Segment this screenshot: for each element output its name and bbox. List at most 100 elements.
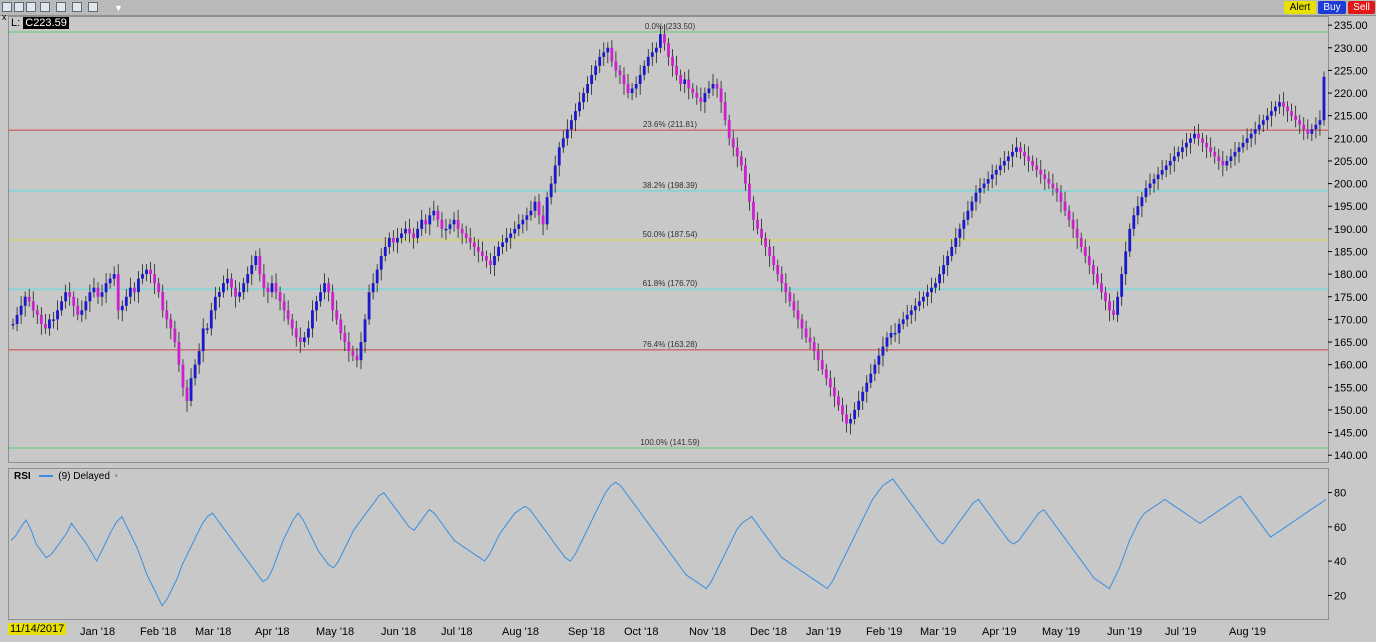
- candle-body: [1051, 183, 1055, 189]
- candle-body: [832, 387, 836, 397]
- candle-body: [383, 246, 387, 257]
- rsi-chart[interactable]: 80 60 40 20: [0, 466, 1376, 626]
- candle-body: [476, 246, 480, 252]
- candle-body: [1083, 246, 1087, 257]
- candle-body: [1241, 142, 1245, 148]
- date-ticks: Jan '18 Feb '18 Mar '18 Apr '18 May '18 Jun '…: [80, 626, 1266, 638]
- candle-body: [1128, 228, 1132, 252]
- candle-body: [1180, 147, 1184, 152]
- buy-button[interactable]: Buy: [1318, 1, 1346, 14]
- sell-button[interactable]: Sell: [1348, 1, 1375, 14]
- rsi-tick-label: 60: [1334, 522, 1346, 534]
- candle-body: [594, 65, 598, 75]
- candle-body: [946, 256, 950, 266]
- draw-icon[interactable]: [40, 2, 50, 12]
- candle-body: [391, 237, 395, 243]
- candle-body: [375, 269, 379, 284]
- candle-body: [472, 242, 476, 247]
- candle-body: [634, 83, 638, 89]
- candle-body: [820, 360, 824, 370]
- price-tick-label: 195.00: [1334, 201, 1368, 213]
- candle-body: [824, 369, 828, 379]
- candle-body: [626, 83, 630, 94]
- last-price-label: x L: C223.59: [2, 12, 69, 29]
- rsi-name: RSI: [14, 471, 31, 482]
- last-prefix: L:: [11, 17, 21, 29]
- candle-body: [27, 296, 31, 302]
- zoom-in-icon[interactable]: [56, 2, 66, 12]
- candle-body: [731, 138, 735, 148]
- dropdown-icon[interactable]: ▼: [114, 3, 123, 13]
- candle-body: [926, 292, 929, 297]
- candle-body: [934, 283, 937, 288]
- crosshair-icon[interactable]: [88, 2, 98, 12]
- candle-body: [1144, 188, 1148, 198]
- candle-body: [1031, 160, 1035, 166]
- candle-body: [1322, 76, 1326, 121]
- close-marker[interactable]: x: [2, 12, 7, 22]
- candle-body: [222, 283, 225, 293]
- candle-body: [43, 323, 47, 329]
- candle-body: [1124, 251, 1128, 275]
- candle-body: [52, 319, 55, 321]
- candle-body: [1193, 133, 1196, 139]
- date-tick-label: Jan '19: [806, 626, 841, 638]
- candle-body: [901, 319, 905, 324]
- candle-body: [958, 228, 962, 238]
- candle-body: [141, 274, 144, 279]
- candle-body: [917, 301, 921, 306]
- candle-body: [921, 296, 925, 302]
- bar-style-icon[interactable]: [26, 2, 36, 12]
- candle-body: [124, 296, 128, 306]
- date-tick-label: Feb '19: [866, 626, 902, 638]
- candle-body: [1091, 265, 1095, 275]
- date-tick-label: Jun '18: [381, 626, 416, 638]
- candle-body: [735, 147, 739, 157]
- candle-body: [723, 102, 727, 121]
- candle-body: [764, 237, 768, 247]
- candle-body: [278, 292, 282, 302]
- candle-body: [282, 301, 286, 311]
- candle-body: [217, 292, 221, 297]
- chart-icon[interactable]: [2, 2, 12, 12]
- rsi-line-swatch: [39, 475, 54, 478]
- price-chart[interactable]: 235.00 230.00 225.00 220.00 215.00 210.00 205.…: [0, 0, 1376, 470]
- candle-body: [739, 156, 743, 166]
- candle-body: [877, 355, 881, 365]
- candle-body: [529, 210, 533, 216]
- alert-button[interactable]: Alert: [1284, 1, 1316, 14]
- candle-body: [1217, 156, 1221, 161]
- candle-body: [610, 47, 614, 62]
- candle-body: [1136, 206, 1140, 216]
- candle-body: [804, 328, 808, 338]
- candle-body: [897, 323, 901, 333]
- candle-body: [234, 287, 237, 297]
- candle-body: [1108, 301, 1111, 311]
- candle-body: [246, 274, 250, 284]
- candle-body: [464, 233, 468, 238]
- candle-body: [889, 332, 893, 338]
- fib-label: 76.4% (163.28): [643, 340, 698, 349]
- candle-body: [1318, 120, 1322, 125]
- rsi-settings-icon[interactable]: ◔: [112, 471, 119, 481]
- price-panel[interactable]: [8, 16, 1329, 463]
- candle-body: [760, 228, 763, 238]
- zoom-out-icon[interactable]: [72, 2, 82, 12]
- candle-body: [428, 215, 432, 225]
- candle-body: [238, 292, 242, 297]
- candle-body: [1047, 179, 1051, 184]
- candle-body: [1265, 115, 1269, 121]
- candle-body: [161, 292, 165, 311]
- price-tick-label: 190.00: [1334, 224, 1368, 236]
- candle-body: [298, 337, 302, 343]
- candle-body: [986, 179, 990, 184]
- candle-body: [108, 278, 112, 284]
- date-tick-label: May '18: [316, 626, 354, 638]
- candle-body: [582, 93, 585, 103]
- candle-body: [363, 319, 367, 343]
- price-tick-label: 180.00: [1334, 269, 1368, 281]
- fib-label: 61.8% (176.70): [643, 279, 698, 288]
- rsi-panel[interactable]: [8, 468, 1329, 620]
- save-icon[interactable]: [14, 2, 24, 12]
- candle-body: [1249, 133, 1253, 139]
